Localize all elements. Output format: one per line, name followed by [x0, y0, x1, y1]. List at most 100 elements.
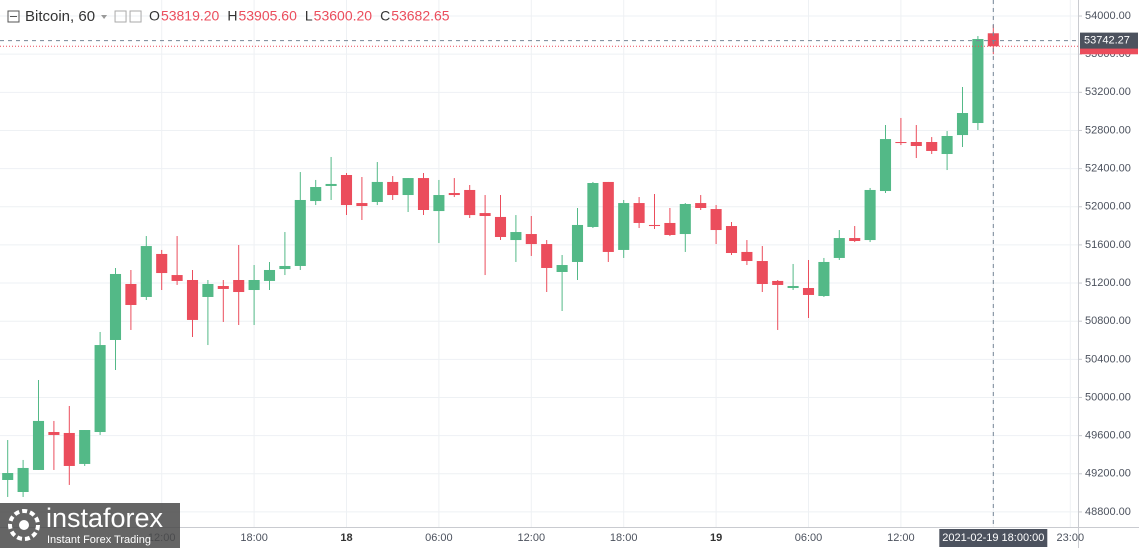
collapse-icon[interactable]: [7, 10, 20, 23]
watermark: instaforex Instant Forex Trading: [0, 503, 180, 548]
candle-body: [464, 189, 476, 216]
candle-body: [433, 195, 445, 212]
y-tick-label: 48800.00: [1085, 506, 1131, 518]
candle-body: [186, 279, 199, 320]
watermark-tagline: Instant Forex Trading: [47, 534, 151, 546]
x-tick-label: 06:00: [795, 532, 823, 544]
x-tick-label: 12:00: [518, 532, 546, 544]
candle-body: [233, 279, 245, 293]
x-tick-label: 12:00: [887, 532, 915, 544]
y-tick-label: 50800.00: [1085, 315, 1131, 327]
candle-body: [895, 142, 907, 144]
grid: [0, 0, 1078, 527]
candle-body: [417, 178, 430, 210]
candle-body: [941, 135, 953, 155]
candle-body: [587, 183, 599, 227]
candle-body: [648, 224, 661, 227]
candle-body: [833, 238, 845, 258]
candle-body: [2, 473, 14, 480]
candle-body: [156, 253, 168, 274]
ohlc-value: 53905.60: [238, 8, 297, 24]
overlay: [0, 0, 1078, 527]
candle-body: [217, 286, 229, 289]
x-tick-label: 18:00: [610, 532, 638, 544]
y-tick-label: 51200.00: [1085, 277, 1131, 289]
candle-body: [541, 244, 553, 268]
crosshair-time-label: 2021-02-19 18:00:00: [942, 532, 1044, 544]
candle-body: [695, 203, 707, 208]
ohlc-value: 53600.20: [314, 8, 373, 24]
x-tick-label: 23:00: [1057, 532, 1085, 544]
candle-body: [571, 224, 584, 262]
symbol-title: Bitcoin, 60: [25, 8, 95, 25]
x-tick-label: 19: [710, 532, 722, 544]
candle-body: [494, 216, 507, 237]
candle-body: [756, 261, 768, 285]
candle-body: [864, 189, 876, 241]
settings-icon: [114, 10, 127, 23]
y-tick-label: 51600.00: [1085, 239, 1131, 251]
crosshair-price-label: 53742.27: [1084, 35, 1130, 47]
candle-body: [263, 269, 276, 281]
y-tick-label: 52800.00: [1085, 124, 1131, 136]
candle-body: [248, 279, 260, 291]
candle-body: [125, 284, 137, 305]
ohlc-key: C: [380, 8, 390, 24]
y-tick-label: 52000.00: [1085, 201, 1131, 213]
candle-body: [664, 222, 676, 235]
candle-body: [171, 275, 183, 281]
candles: [2, 25, 999, 497]
ohlc-key: H: [227, 8, 237, 24]
candle-body: [202, 284, 214, 297]
settings-icon-2: [129, 10, 142, 23]
y-tick-label: 50400.00: [1085, 353, 1131, 365]
candle-body: [725, 226, 738, 254]
candle-body: [387, 181, 399, 196]
candle-body: [510, 232, 522, 241]
candle-body: [710, 209, 722, 231]
candle-body: [772, 280, 784, 285]
axes: 48800.00 49200.00 49600.00 50000.00 50400.00…: [148, 10, 1138, 547]
candle-body: [325, 183, 337, 186]
candle-body: [972, 39, 984, 124]
candle-body: [802, 288, 815, 295]
candle-body: [525, 234, 537, 245]
candle-body: [787, 286, 799, 289]
candle-body: [910, 142, 922, 147]
y-tick-label: 49200.00: [1085, 468, 1131, 480]
candle-body: [849, 238, 861, 241]
dropdown-arrow: [101, 15, 108, 19]
x-tick-label: 18: [340, 532, 352, 544]
watermark-logo: [8, 509, 40, 541]
ohlc-value: 53682.65: [391, 8, 450, 24]
x-tick-label: 06:00: [425, 532, 453, 544]
watermark-box: [0, 503, 180, 548]
candle-body: [63, 432, 75, 466]
crosshair-price-box: [1080, 32, 1138, 49]
ohlc-value: 53819.20: [161, 8, 220, 24]
candle-body: [140, 246, 152, 297]
candle-body: [818, 261, 830, 297]
watermark-brand: instaforex: [46, 503, 164, 533]
y-tick-label: 52400.00: [1085, 163, 1131, 175]
candle-body: [479, 213, 491, 217]
candle-body: [602, 181, 614, 252]
candle-body: [987, 33, 999, 47]
candle-body: [310, 187, 322, 202]
candle-body: [340, 174, 353, 206]
x-tick-label: 18:00: [240, 532, 268, 544]
y-tick-label: 53200.00: [1085, 86, 1131, 98]
candle-body: [94, 345, 106, 433]
candle-body: [109, 273, 122, 340]
candle-body: [956, 113, 969, 136]
candle-body: [556, 265, 568, 272]
candle-body: [294, 199, 306, 266]
candle-body: [633, 203, 645, 223]
candle-body: [679, 203, 691, 235]
ohlc-key: L: [305, 8, 313, 24]
candle-body: [32, 420, 45, 470]
candle-body: [926, 142, 938, 151]
watermark-logo-core: [19, 520, 29, 530]
